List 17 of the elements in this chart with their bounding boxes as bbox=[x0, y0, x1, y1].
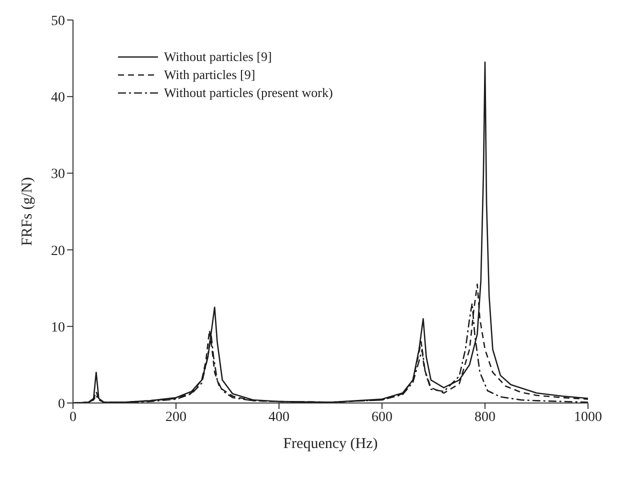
y-tick-label: 40 bbox=[51, 90, 65, 106]
y-tick-label: 20 bbox=[51, 244, 65, 259]
legend-label: Without particles [9] bbox=[164, 48, 272, 66]
y-tick-label: 0 bbox=[58, 396, 65, 412]
x-tick-label: 600 bbox=[372, 410, 392, 425]
x-tick-label: 200 bbox=[166, 410, 186, 425]
y-tick-label: 10 bbox=[51, 320, 65, 336]
y-axis-title: FRFs (g/N) bbox=[19, 177, 36, 246]
legend-label: Without particles (present work) bbox=[164, 84, 333, 102]
y-tick-label: 30 bbox=[51, 167, 65, 182]
y-tick-label: 50 bbox=[51, 14, 65, 29]
x-tick-label: 0 bbox=[70, 410, 76, 425]
x-axis-title: Frequency (Hz) bbox=[283, 436, 378, 452]
x-tick-label: 800 bbox=[474, 410, 496, 425]
x-tick-label: 1000 bbox=[574, 410, 602, 425]
x-tick-label: 400 bbox=[268, 410, 290, 425]
legend-label: With particles [9] bbox=[164, 66, 256, 84]
